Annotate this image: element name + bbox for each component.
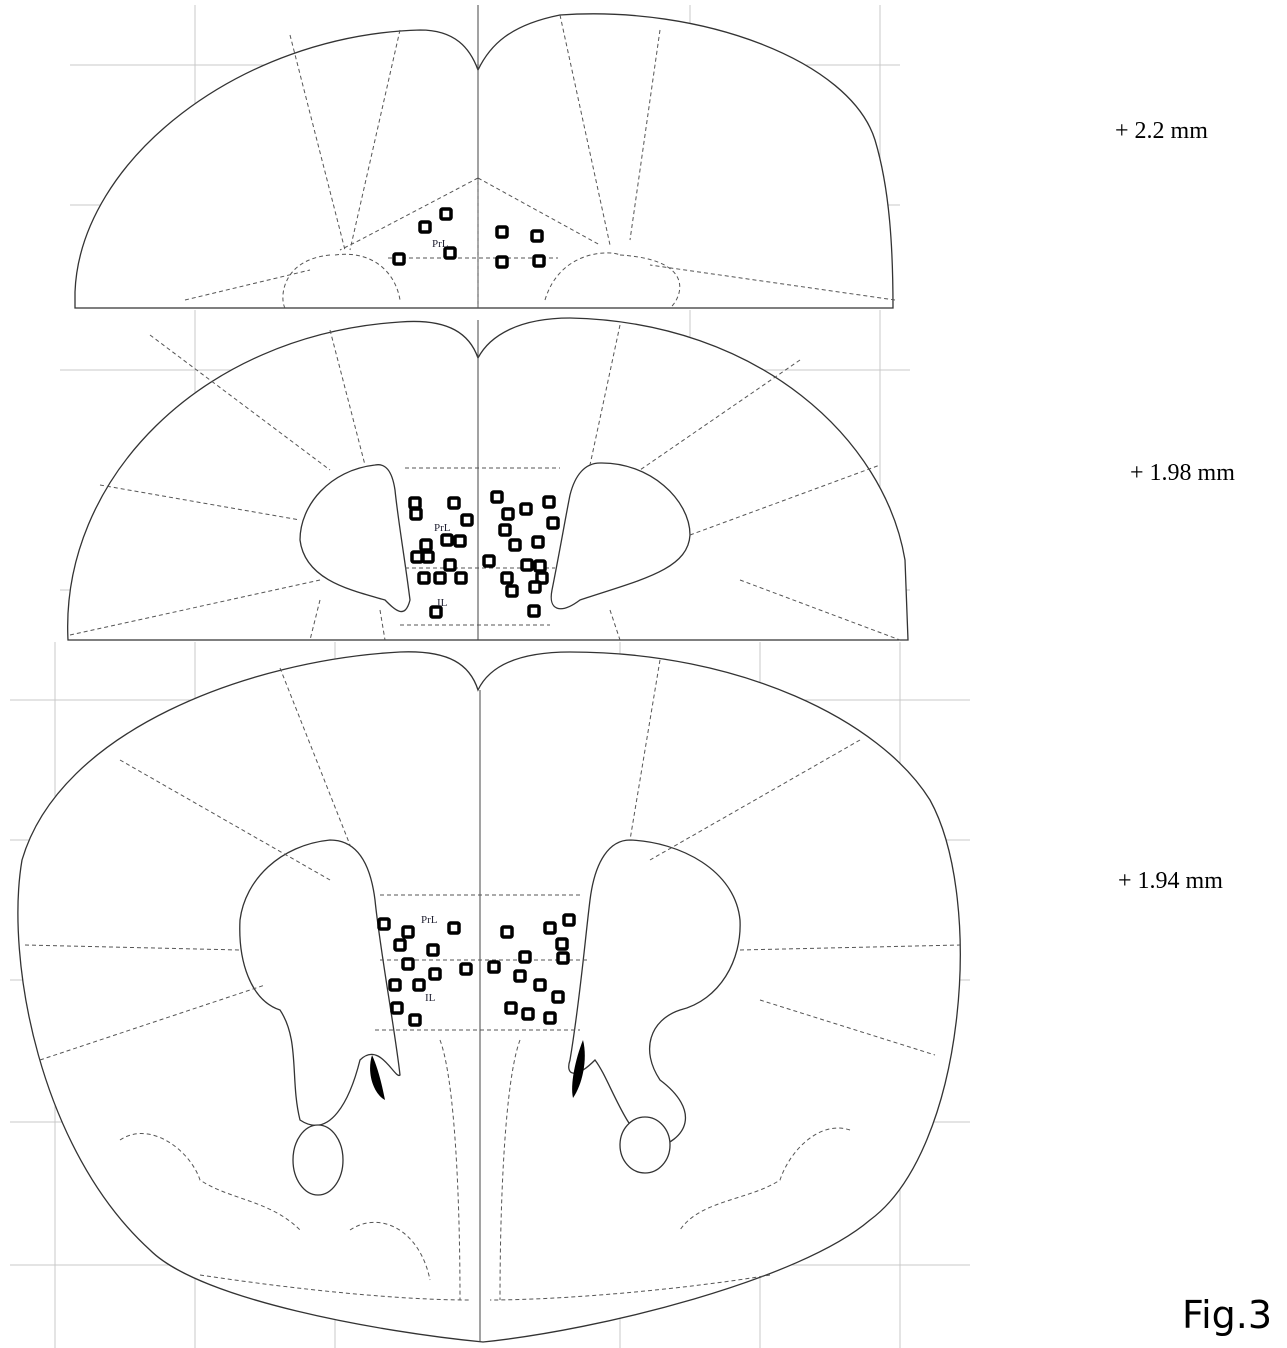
level-label: + 1.94 mm	[1118, 868, 1223, 894]
region-label: PrL	[421, 914, 438, 926]
placement-marker	[449, 923, 459, 933]
placement-marker	[484, 556, 494, 566]
placement-marker	[497, 257, 507, 267]
placement-marker	[403, 927, 413, 937]
placement-marker	[395, 940, 405, 950]
placement-marker	[449, 498, 459, 508]
region-label: PrL	[434, 522, 451, 534]
placement-marker	[441, 209, 451, 219]
placement-marker	[530, 582, 540, 592]
placement-marker	[545, 1013, 555, 1023]
placement-marker	[445, 560, 455, 570]
placement-marker	[419, 573, 429, 583]
placement-marker	[500, 525, 510, 535]
placement-marker	[423, 552, 433, 562]
placement-marker	[520, 952, 530, 962]
placement-marker	[379, 919, 389, 929]
placement-marker	[392, 1003, 402, 1013]
placement-marker	[403, 959, 413, 969]
placement-marker	[506, 1003, 516, 1013]
placement-marker	[521, 504, 531, 514]
placement-marker	[394, 254, 404, 264]
placement-marker	[414, 980, 424, 990]
placement-marker	[430, 969, 440, 979]
placement-marker	[545, 923, 555, 933]
placement-marker	[410, 498, 420, 508]
placement-marker	[489, 962, 499, 972]
page: + 2.2 mm + 1.98 mm + 1.94 mm PrL PrL IL …	[0, 0, 1287, 1348]
region-label: IL	[425, 992, 436, 1004]
section-2	[60, 310, 910, 640]
figure-label: Fig.3 I	[1182, 1293, 1287, 1337]
placement-marker	[553, 992, 563, 1002]
placement-marker	[522, 560, 532, 570]
placement-marker	[548, 518, 558, 528]
placement-marker	[557, 939, 567, 949]
placement-marker	[529, 606, 539, 616]
placement-marker	[428, 945, 438, 955]
placement-marker	[390, 980, 400, 990]
placement-marker	[492, 492, 502, 502]
level-label: + 2.2 mm	[1115, 118, 1208, 144]
placement-marker	[420, 222, 430, 232]
placement-marker	[533, 537, 543, 547]
placement-marker	[411, 509, 421, 519]
placement-marker	[558, 953, 568, 963]
placement-marker	[532, 231, 542, 241]
placement-marker	[455, 536, 465, 546]
region-label: PrL	[432, 238, 449, 250]
section-1	[70, 5, 900, 308]
placement-marker	[462, 515, 472, 525]
placement-marker	[544, 497, 554, 507]
region-label: IL	[437, 597, 448, 609]
placement-marker	[442, 535, 452, 545]
placement-marker	[515, 971, 525, 981]
placement-marker	[435, 573, 445, 583]
placement-marker	[502, 927, 512, 937]
placement-marker	[535, 980, 545, 990]
placement-marker	[456, 573, 466, 583]
placement-marker	[421, 540, 431, 550]
placement-marker	[523, 1009, 533, 1019]
placement-marker	[461, 964, 471, 974]
section-3	[10, 642, 970, 1348]
placement-marker	[535, 561, 545, 571]
placement-marker	[502, 573, 512, 583]
placement-marker	[503, 509, 513, 519]
placement-marker	[564, 915, 574, 925]
placement-marker	[412, 552, 422, 562]
figure: + 2.2 mm + 1.98 mm + 1.94 mm PrL PrL IL …	[0, 0, 1287, 1348]
level-label: + 1.98 mm	[1130, 460, 1235, 486]
placement-marker	[497, 227, 507, 237]
placement-marker	[410, 1015, 420, 1025]
placement-marker	[507, 586, 517, 596]
placement-marker	[534, 256, 544, 266]
placement-marker	[510, 540, 520, 550]
